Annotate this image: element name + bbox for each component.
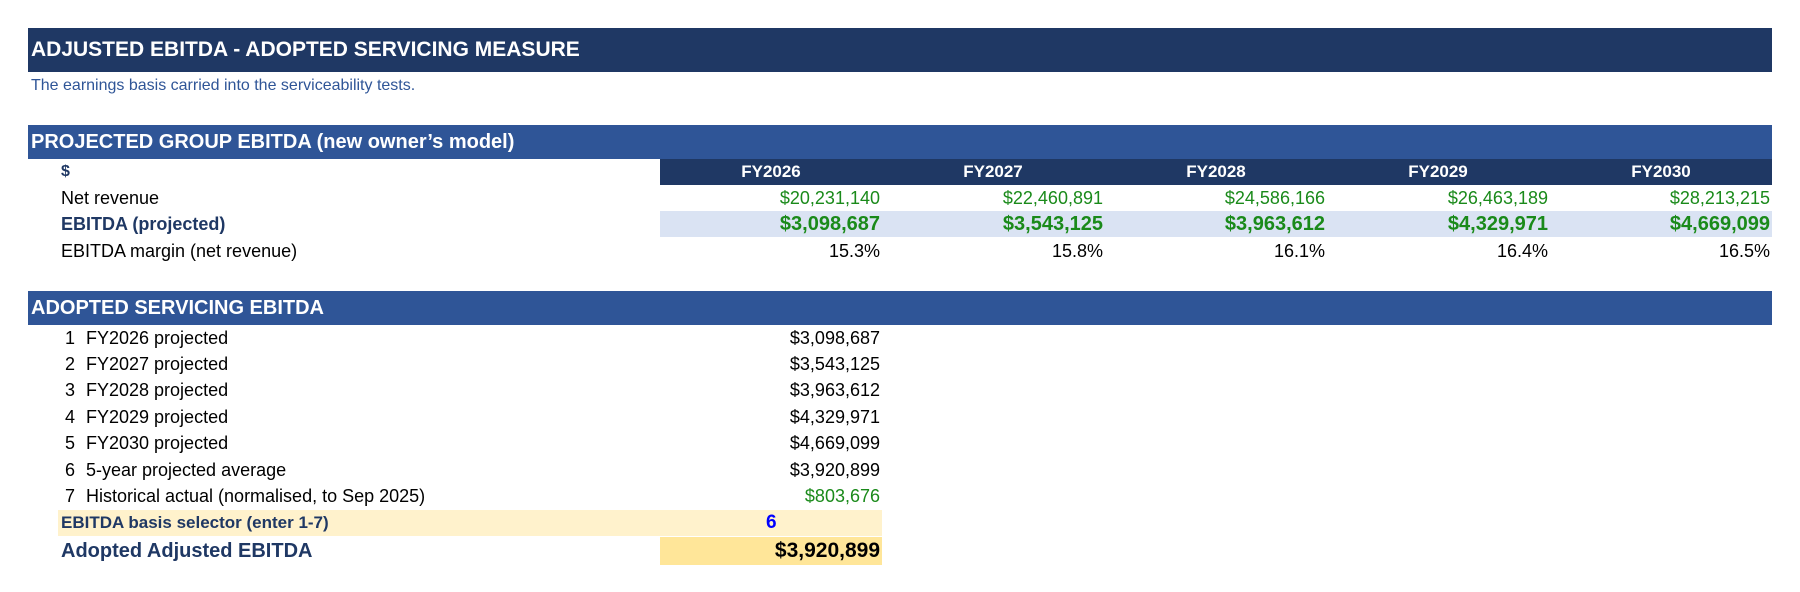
page-subtitle: The earnings basis carried into the serv…: [31, 77, 416, 94]
option-number: 2: [64, 354, 75, 374]
option-label: FY2026 projected: [86, 328, 229, 348]
row-label: EBITDA (projected): [61, 214, 226, 234]
option-number: 4: [64, 407, 75, 427]
year-header: FY2030: [1631, 162, 1691, 181]
option-number: 3: [64, 380, 75, 400]
option-value[interactable]: $803,676: [804, 486, 880, 506]
section-projected-header: PROJECTED GROUP EBITDA (new owner’s mode…: [28, 125, 1772, 159]
ebitda-margin-row: EBITDA margin (net revenue) 15.3% 15.8% …: [28, 238, 1772, 264]
ebitda-projected-row: EBITDA (projected) $3,098,687 $3,543,125…: [28, 211, 1772, 237]
ebitda-basis-selector-row: EBITDA basis selector (enter 1-7) 6: [58, 510, 882, 536]
ebitda-cell[interactable]: $3,543,125: [1002, 213, 1103, 235]
year-header: FY2029: [1408, 162, 1468, 181]
margin-cell[interactable]: 15.3%: [828, 241, 880, 261]
selector-input[interactable]: 6: [766, 512, 777, 533]
row-label: EBITDA margin (net revenue): [61, 241, 298, 261]
option-label: FY2030 projected: [86, 433, 229, 453]
option-row: 4 FY2029 projected $4,329,971: [28, 404, 908, 430]
adopted-result-label: Adopted Adjusted EBITDA: [61, 540, 313, 562]
ebitda-cell[interactable]: $4,669,099: [1669, 213, 1770, 235]
ebitda-cell[interactable]: $4,329,971: [1447, 213, 1548, 235]
net-revenue-cell[interactable]: $24,586,166: [1224, 188, 1325, 208]
option-value[interactable]: $3,920,899: [789, 460, 880, 480]
net-revenue-cell[interactable]: $20,231,140: [779, 188, 880, 208]
option-row: 1 FY2026 projected $3,098,687: [28, 325, 908, 351]
option-value[interactable]: $3,543,125: [789, 354, 880, 374]
margin-cell[interactable]: 16.4%: [1496, 241, 1548, 261]
year-header: FY2026: [741, 162, 801, 181]
option-label: FY2027 projected: [86, 354, 229, 374]
option-label: 5-year projected average: [86, 460, 287, 480]
section-adopted-header: ADOPTED SERVICING EBITDA: [28, 291, 1772, 325]
option-number: 5: [64, 433, 75, 453]
option-value[interactable]: $4,329,971: [789, 407, 880, 427]
option-number: 6: [64, 460, 75, 480]
margin-cell[interactable]: 15.8%: [1051, 241, 1103, 261]
option-label: Historical actual (normalised, to Sep 20…: [86, 486, 426, 506]
option-number: 1: [64, 328, 75, 348]
option-value[interactable]: $4,669,099: [789, 433, 880, 453]
ebitda-highlight-band: [660, 211, 1772, 237]
option-number: 7: [64, 486, 75, 506]
net-revenue-row: Net revenue $20,231,140 $22,460,891 $24,…: [28, 185, 1772, 211]
margin-cell[interactable]: 16.5%: [1718, 241, 1770, 261]
page-title: ADJUSTED EBITDA - ADOPTED SERVICING MEAS…: [28, 28, 1772, 72]
unit-label: $: [61, 163, 70, 180]
year-header: FY2028: [1186, 162, 1246, 181]
year-header-band: [660, 159, 1772, 185]
year-header: FY2027: [963, 162, 1023, 181]
option-row: 3 FY2028 projected $3,963,612: [28, 377, 908, 403]
option-value[interactable]: $3,963,612: [789, 380, 880, 400]
selector-label: EBITDA basis selector (enter 1-7): [61, 513, 329, 532]
option-row: 6 5-year projected average $3,920,899: [28, 457, 908, 483]
margin-cell[interactable]: 16.1%: [1273, 241, 1325, 261]
year-header-row: $ FY2026 FY2027 FY2028 FY2029 FY2030: [28, 159, 1772, 185]
option-label: FY2029 projected: [86, 407, 229, 427]
ebitda-cell[interactable]: $3,963,612: [1224, 213, 1325, 235]
net-revenue-cell[interactable]: $26,463,189: [1447, 188, 1548, 208]
option-row: 2 FY2027 projected $3,543,125: [28, 351, 908, 377]
row-label: Net revenue: [61, 188, 160, 208]
adopted-result-value[interactable]: $3,920,899: [774, 539, 880, 562]
ebitda-cell[interactable]: $3,098,687: [779, 213, 880, 235]
net-revenue-cell[interactable]: $22,460,891: [1002, 188, 1103, 208]
adopted-result-row: Adopted Adjusted EBITDA $3,920,899: [28, 536, 908, 566]
adopted-result-band: [660, 537, 882, 565]
option-value[interactable]: $3,098,687: [789, 328, 880, 348]
option-row: 5 FY2030 projected $4,669,099: [28, 430, 908, 456]
net-revenue-cell[interactable]: $28,213,215: [1669, 188, 1770, 208]
option-label: FY2028 projected: [86, 380, 229, 400]
option-row: 7 Historical actual (normalised, to Sep …: [28, 483, 908, 509]
